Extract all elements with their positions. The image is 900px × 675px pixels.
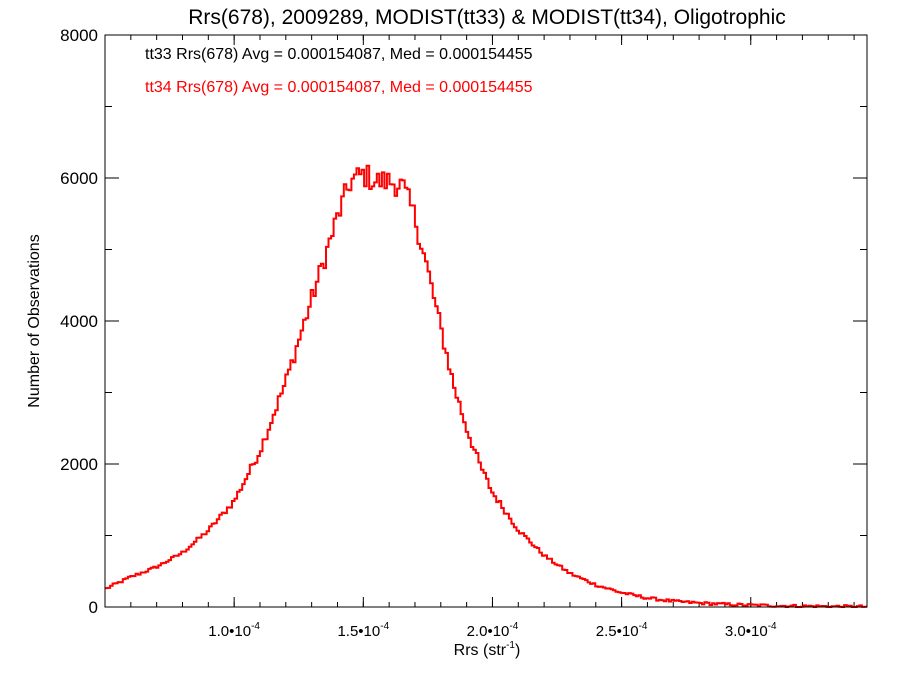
x-axis-label: Rrs (str-1) bbox=[454, 640, 521, 659]
plot-frame bbox=[104, 34, 868, 608]
y-tick-labels: 0 2000 4000 6000 8000 bbox=[60, 26, 98, 617]
x-tick-label: 1.0•10-4 bbox=[208, 621, 260, 640]
x-tick-labels: 1.0•10-4 1.5•10-4 2.0•10-4 2.5•10-4 3.0•10-4 bbox=[208, 621, 777, 640]
axis-ticks bbox=[104, 34, 867, 608]
x-tick-label: 3.0•10-4 bbox=[725, 621, 777, 640]
y-tick-label: 0 bbox=[89, 598, 98, 617]
x-tick-label: 1.5•10-4 bbox=[337, 621, 389, 640]
y-tick-label: 2000 bbox=[60, 455, 98, 474]
y-tick-label: 8000 bbox=[60, 26, 98, 45]
y-tick-label: 4000 bbox=[60, 312, 98, 331]
annotation-tt33: tt33 Rrs(678) Avg = 0.000154087, Med = 0… bbox=[145, 46, 533, 63]
histogram-series-tt34 bbox=[105, 164, 867, 608]
chart-title: Rrs(678), 2009289, MODIST(tt33) & MODIST… bbox=[188, 6, 786, 29]
x-tick-label: 2.0•10-4 bbox=[467, 621, 519, 640]
x-tick-label: 2.5•10-4 bbox=[596, 621, 648, 640]
y-axis-label: Number of Observations bbox=[26, 234, 43, 407]
y-tick-label: 6000 bbox=[60, 169, 98, 188]
annotation-tt34: tt34 Rrs(678) Avg = 0.000154087, Med = 0… bbox=[145, 79, 533, 96]
